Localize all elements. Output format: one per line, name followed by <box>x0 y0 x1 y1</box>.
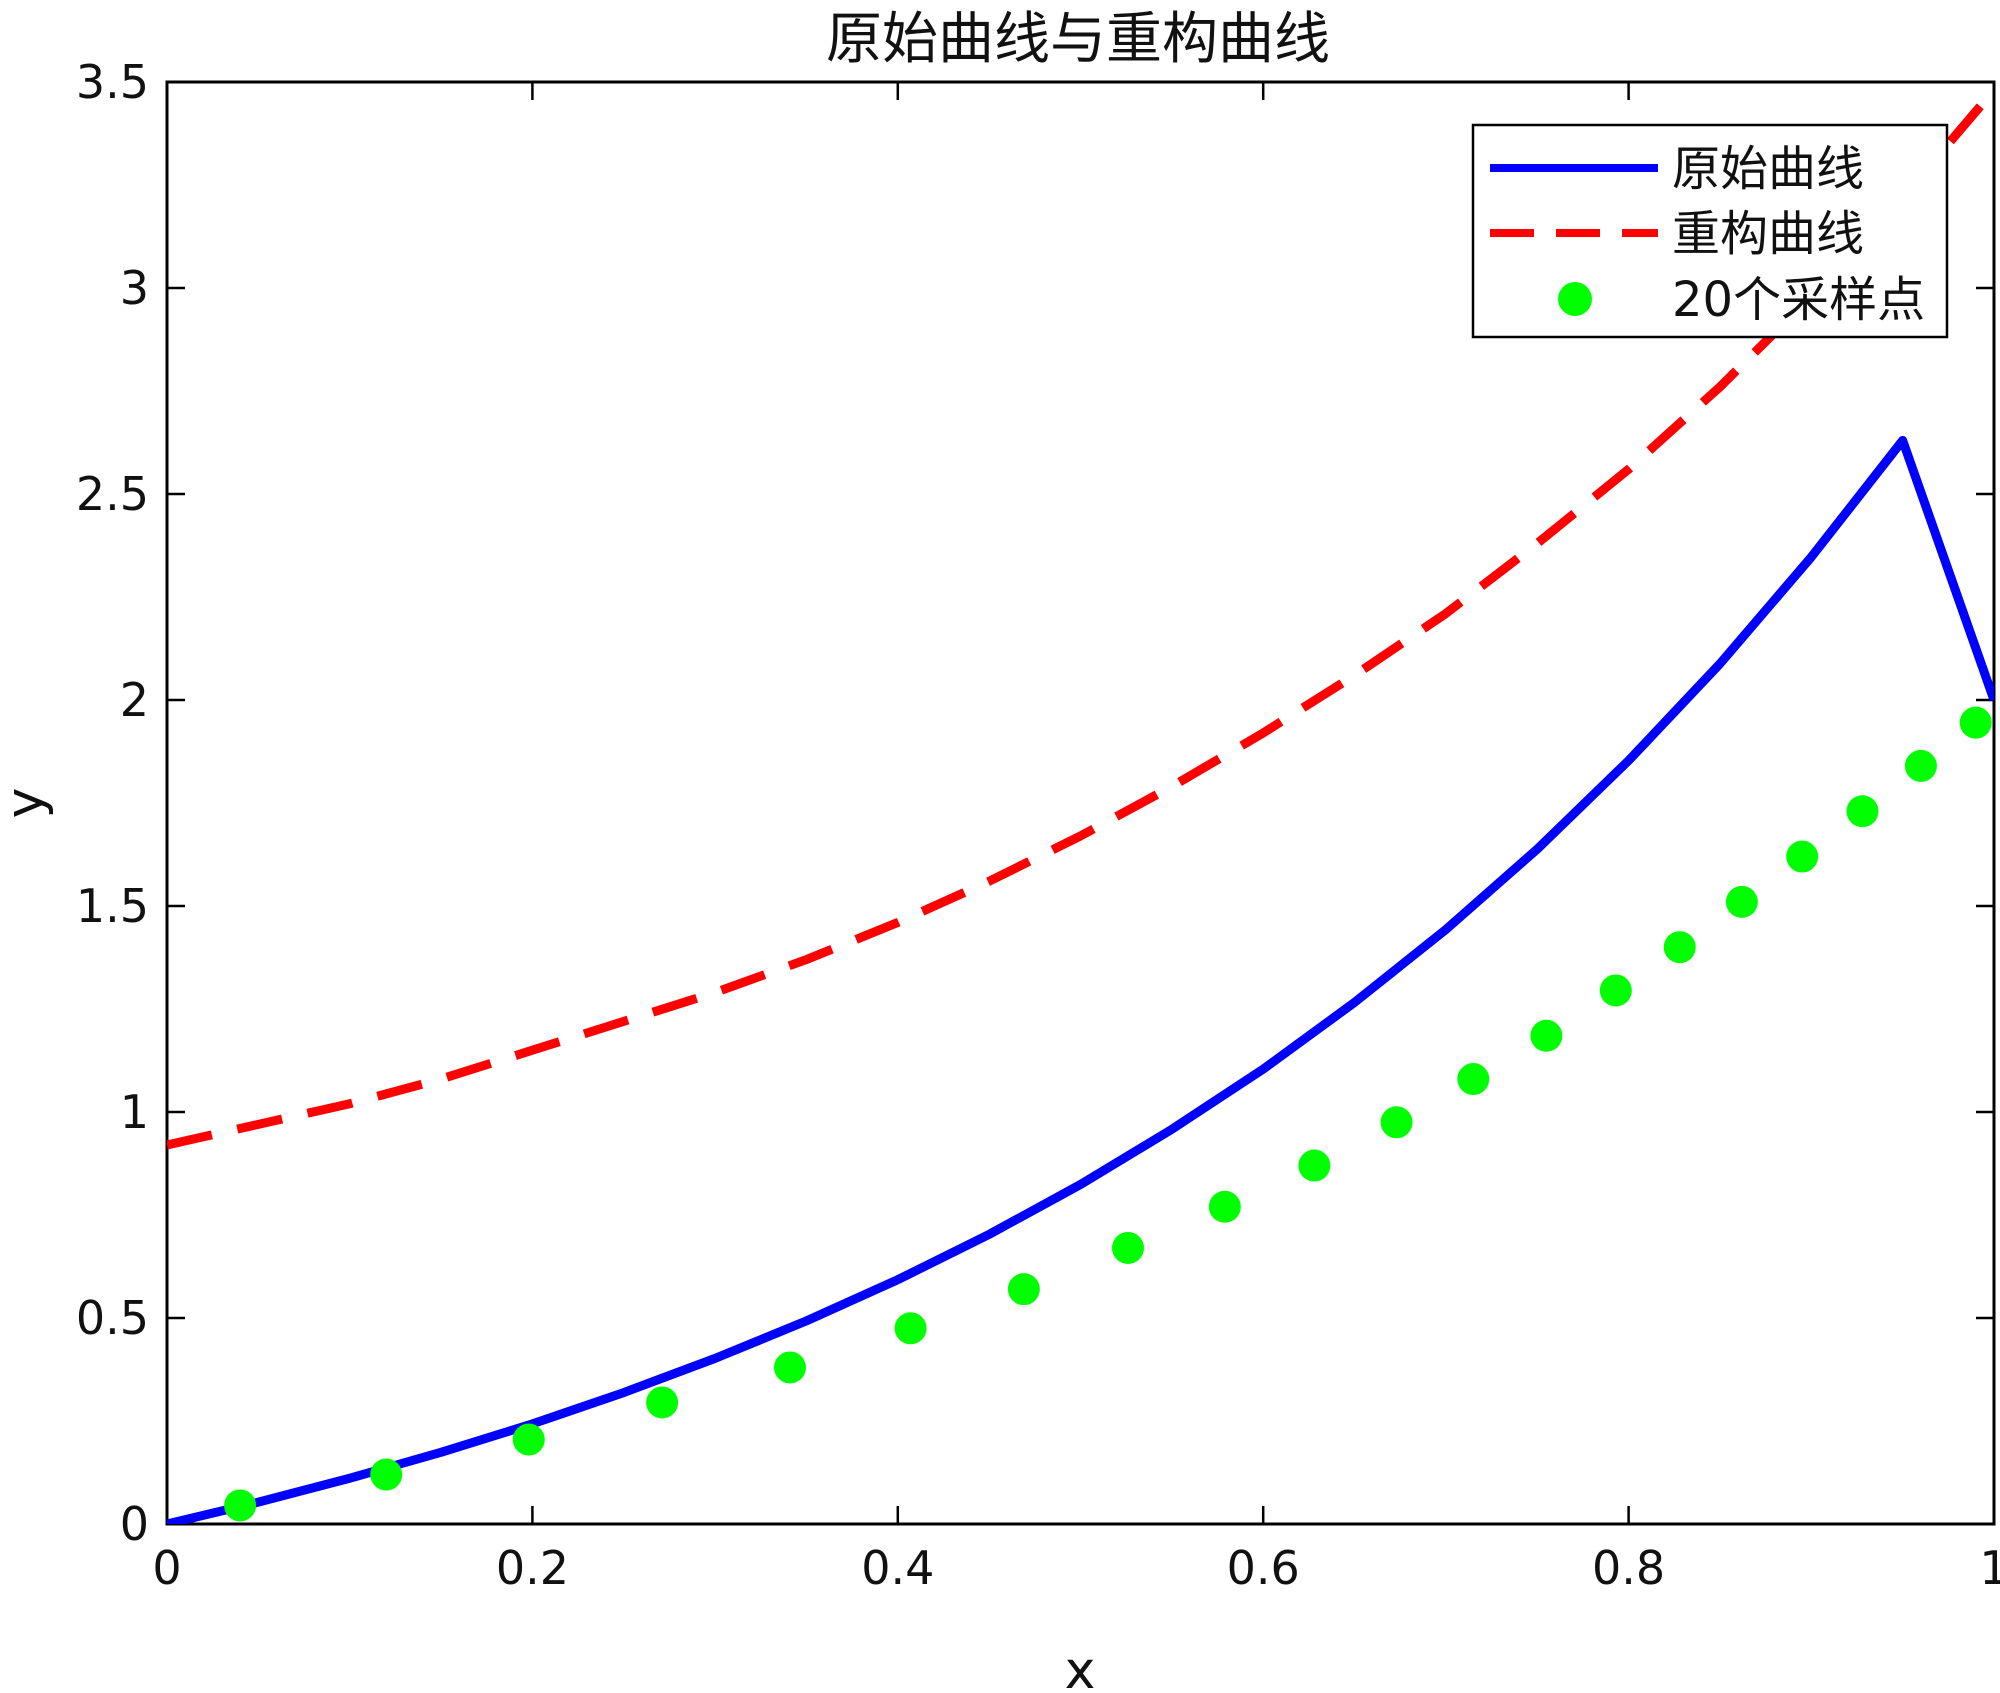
y-tick-label: 2.5 <box>76 467 149 521</box>
sample-point <box>1380 1106 1413 1139</box>
legend: 原始曲线 重构曲线 20个采样点 <box>1471 123 1949 339</box>
y-tick-label: 1 <box>120 1085 149 1139</box>
legend-label-samples: 20个采样点 <box>1672 272 1925 328</box>
sample-point <box>774 1351 807 1384</box>
x-tick-label: 0.6 <box>1227 1541 1300 1595</box>
x-tick-label: 1 <box>1979 1541 2000 1595</box>
chart-title: 原始曲线与重构曲线 <box>826 7 1330 72</box>
series-layer <box>167 87 1994 1524</box>
y-tick-label: 1.5 <box>76 879 149 933</box>
sample-point <box>370 1458 403 1491</box>
sample-point <box>1904 749 1937 782</box>
plot-frame <box>165 80 1996 1526</box>
y-tick-label: 3 <box>120 261 149 315</box>
y-tick-label: 0.5 <box>76 1291 149 1345</box>
sample-point <box>224 1489 257 1522</box>
sample-point <box>1599 974 1632 1007</box>
x-tick-label: 0.2 <box>496 1541 569 1595</box>
legend-box <box>1471 123 1949 339</box>
x-axis: 0 0.2 0.4 0.6 0.8 1 <box>152 82 2000 1595</box>
sample-point <box>1298 1149 1331 1182</box>
sample-point <box>1007 1273 1040 1306</box>
legend-swatch-samples <box>1558 282 1592 316</box>
sample-point <box>1112 1231 1145 1264</box>
x-tick-label: 0.4 <box>861 1541 934 1595</box>
sample-point <box>1786 840 1819 873</box>
sample-point <box>1846 795 1879 828</box>
plot-area: 0 0.2 0.4 0.6 0.8 1 0 0.5 1 1.5 2 2.5 3 3.5 <box>76 55 2000 1595</box>
sample-point <box>1208 1190 1241 1223</box>
x-axis-label: x <box>1065 1641 1096 1693</box>
legend-label-reconstructed: 重构曲线 <box>1672 206 1864 262</box>
y-tick-label: 2 <box>120 673 149 727</box>
y-tick-label: 3.5 <box>76 55 149 109</box>
y-tick-label: 0 <box>120 1497 149 1551</box>
sample-point <box>894 1312 927 1345</box>
x-tick-label: 0 <box>152 1541 181 1595</box>
sample-point <box>646 1386 679 1419</box>
sample-point <box>1663 931 1696 964</box>
x-tick-label: 0.8 <box>1592 1541 1665 1595</box>
reconstructed-curve-line <box>167 87 1994 1150</box>
y-axis-label: y <box>0 788 55 819</box>
legend-label-original: 原始曲线 <box>1672 141 1864 197</box>
sample-point <box>512 1423 545 1456</box>
sample-point <box>1457 1063 1490 1096</box>
sample-point <box>1725 885 1758 918</box>
original-curve-line <box>167 435 1994 1524</box>
sample-point <box>1530 1019 1563 1052</box>
sample-point <box>1959 706 1992 739</box>
y-axis: 0 0.5 1 1.5 2 2.5 3 3.5 <box>76 55 1994 1551</box>
